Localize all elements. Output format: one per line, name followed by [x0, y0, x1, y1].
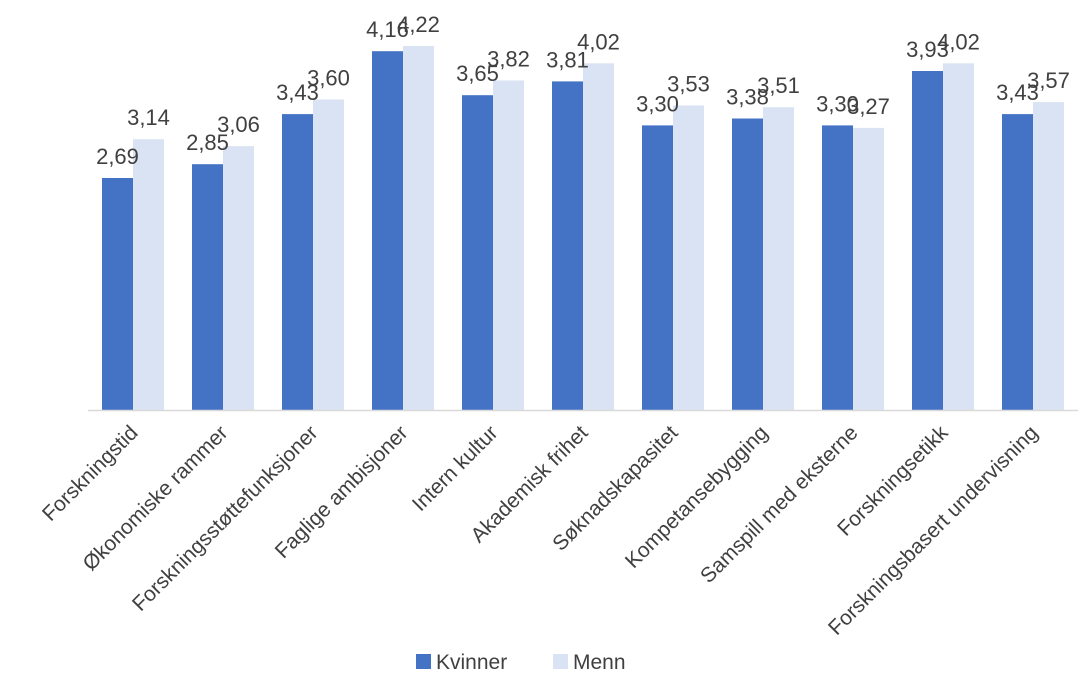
data-label-menn-3: 4,22 — [397, 12, 440, 37]
data-label-menn-9: 4,02 — [937, 29, 980, 54]
data-label-menn-0: 3,14 — [127, 105, 170, 130]
data-label-kvinner-4: 3,65 — [456, 61, 499, 86]
data-label-kvinner-2: 3,43 — [276, 80, 319, 105]
data-label-kvinner-10: 3,43 — [996, 80, 1039, 105]
data-label-menn-10: 3,57 — [1027, 68, 1070, 93]
bar-kvinner-7 — [732, 118, 763, 410]
data-label-kvinner-6: 3,30 — [636, 91, 679, 116]
legend: Kvinner Menn — [416, 651, 626, 674]
x-tick-label-1: Økonomiske rammer — [78, 421, 232, 575]
legend-swatch-menn — [553, 654, 568, 669]
bar-kvinner-10 — [1002, 114, 1033, 410]
legend-label-kvinner: Kvinner — [436, 651, 507, 674]
data-label-menn-2: 3,60 — [307, 66, 350, 91]
bar-menn-7 — [763, 107, 794, 410]
x-tick-label-4: Intern kultur — [408, 421, 503, 516]
bar-menn-6 — [673, 105, 704, 410]
bars-group — [102, 46, 1064, 411]
bar-menn-0 — [133, 139, 164, 410]
bar-menn-8 — [853, 127, 884, 411]
bar-menn-9 — [943, 63, 974, 411]
data-label-menn-6: 3,53 — [667, 72, 710, 97]
bar-kvinner-8 — [822, 125, 853, 411]
bar-menn-10 — [1033, 102, 1064, 410]
data-label-menn-1: 3,06 — [217, 112, 260, 137]
data-label-menn-4: 3,82 — [487, 47, 530, 72]
bar-menn-4 — [493, 80, 524, 410]
bar-menn-1 — [223, 146, 254, 410]
data-label-menn-7: 3,51 — [757, 73, 800, 98]
bar-kvinner-9 — [912, 71, 943, 410]
x-tick-label-2: Forskningsstøttefunksjoner — [128, 421, 323, 616]
bar-menn-5 — [583, 63, 614, 411]
data-label-kvinner-5: 3,81 — [546, 47, 589, 72]
bar-kvinner-0 — [102, 178, 133, 410]
data-label-kvinner-0: 2,69 — [96, 144, 139, 169]
data-labels-group: 2,693,142,853,063,433,604,164,223,653,82… — [96, 12, 1070, 169]
bar-kvinner-2 — [282, 114, 313, 410]
x-tick-label-8: Samspill med eksterne — [696, 421, 862, 587]
bar-menn-2 — [313, 99, 344, 410]
data-label-kvinner-8: 3,30 — [816, 91, 859, 116]
bar-kvinner-4 — [462, 95, 493, 410]
data-label-kvinner-7: 3,38 — [726, 85, 769, 110]
bar-kvinner-5 — [552, 81, 583, 411]
data-label-kvinner-1: 2,85 — [186, 130, 229, 155]
bar-kvinner-6 — [642, 125, 673, 411]
data-label-menn-5: 4,02 — [577, 29, 620, 54]
bar-menn-3 — [403, 46, 434, 410]
bar-kvinner-3 — [372, 51, 403, 410]
bar-kvinner-1 — [192, 164, 223, 410]
data-label-kvinner-9: 3,93 — [906, 37, 949, 62]
data-label-menn-8: 3,27 — [847, 94, 890, 119]
data-label-kvinner-3: 4,16 — [366, 17, 409, 42]
legend-label-menn: Menn — [573, 651, 626, 674]
legend-swatch-kvinner — [416, 654, 431, 669]
